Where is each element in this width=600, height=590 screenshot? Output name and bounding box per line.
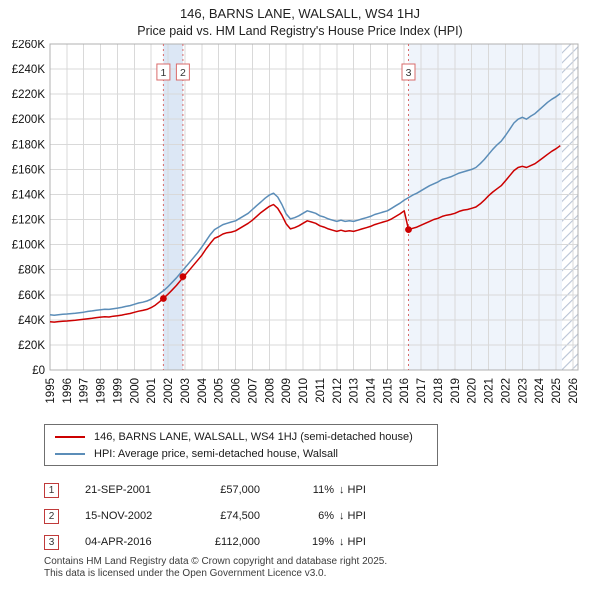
y-axis-tick-label: £180K: [12, 139, 46, 151]
price-paid-line: [49, 144, 561, 323]
legend-line-swatch: [55, 452, 85, 455]
x-axis-tick-label: 2001: [146, 378, 158, 404]
y-axis-tick-label: £160K: [12, 164, 46, 176]
sale-period-band: [163, 44, 183, 370]
hpi-line: [49, 92, 561, 316]
chart-legend: 146, BARNS LANE, WALSALL, WS4 1HJ (semi-…: [44, 424, 438, 466]
transaction-hpi-percent: 19%: [311, 536, 334, 548]
sale-label-number: 1: [160, 67, 166, 79]
transaction-row: 1 21-SEP-2001 £57,000 11% ↓ HPI: [44, 477, 556, 503]
x-axis-tick-label: 2021: [484, 378, 496, 404]
transaction-hpi-percent: 6%: [318, 510, 334, 522]
transaction-date: 04-APR-2016: [85, 536, 152, 548]
legend-item: 146, BARNS LANE, WALSALL, WS4 1HJ (semi-…: [45, 428, 437, 445]
transaction-date: 21-SEP-2001: [85, 484, 152, 496]
legend-label: HPI: Average price, semi-detached house,…: [94, 447, 338, 460]
sale-label-box: [156, 63, 171, 81]
transaction-row: 3 04-APR-2016 £112,000 19% ↓ HPI: [44, 529, 556, 555]
y-axis-tick-label: £200K: [12, 114, 46, 126]
transaction-price: £112,000: [214, 536, 260, 548]
x-axis-tick-label: 2007: [247, 378, 259, 404]
y-axis-tick-label: £100K: [12, 240, 46, 252]
transaction-hpi-direction: ↓ HPI: [339, 536, 366, 548]
x-axis-tick-label: 2026: [568, 378, 580, 404]
sale-label-box: [401, 63, 416, 81]
sale-label-number: 2: [180, 67, 186, 79]
x-axis-tick-label: 2014: [366, 377, 378, 403]
price-chart: £0 £20K £40K £60K £80K £100K £120K £140K £160K £1…: [12, 40, 580, 404]
x-axis-tick-label: 2000: [129, 378, 141, 404]
sale-point-1: [160, 295, 167, 302]
legend-item: HPI: Average price, semi-detached house,…: [45, 445, 437, 462]
x-axis-tick-label: 2006: [231, 378, 243, 404]
y-axis-tick-label: £240K: [12, 64, 46, 76]
transaction-number-badge: 2: [44, 508, 59, 524]
y-axis-tick-label: £40K: [18, 315, 45, 327]
sale-point-3: [405, 226, 412, 234]
page-title: 146, BARNS LANE, WALSALL, WS4 1HJ: [179, 6, 421, 21]
x-axis-tick-label: 1998: [96, 378, 108, 404]
y-axis-tick-label: £80K: [18, 265, 45, 277]
y-axis-tick-label: £260K: [12, 40, 46, 51]
x-axis-tick-label: 1996: [62, 378, 74, 404]
transaction-hpi-delta: 6% ↓ HPI: [308, 510, 366, 522]
x-axis-tick-label: 2002: [163, 378, 175, 404]
x-axis-tick-label: 2008: [264, 378, 276, 404]
sale-period-band: [408, 44, 562, 370]
transactions-table: 1 21-SEP-2001 £57,000 11% ↓ HPI 2 15-NOV-2002 £…: [44, 477, 556, 555]
x-axis-tick-label: 2015: [382, 378, 394, 404]
transaction-price: £74,500: [220, 510, 260, 522]
sale-point-2: [179, 273, 187, 280]
license-line1: Contains HM Land Registry data © Crown c…: [44, 556, 388, 567]
y-axis-tick-label: £120K: [12, 215, 46, 227]
page-subtitle: Price paid vs. HM Land Registry's House …: [137, 24, 463, 38]
x-axis-tick-label: 2017: [416, 378, 428, 404]
x-axis-tick-label: 2018: [433, 378, 445, 404]
y-axis-tick-label: £20K: [18, 340, 45, 352]
sale-label-number: 3: [406, 67, 412, 79]
license-line2: This data is licensed under the Open Gov…: [44, 567, 327, 579]
y-axis-tick-label: £220K: [12, 89, 46, 101]
x-axis-tick-label: 2009: [281, 378, 293, 404]
x-axis-tick-label: 1995: [45, 378, 57, 404]
x-axis-tick-label: 2016: [399, 378, 411, 404]
legend-line-swatch: [55, 435, 85, 438]
x-axis-tick-label: 2019: [450, 378, 462, 404]
y-axis-tick-label: £60K: [18, 290, 45, 302]
transaction-row: 2 15-NOV-2002 £74,500 6% ↓ HPI: [44, 503, 556, 529]
x-axis-tick-label: 2022: [501, 378, 513, 404]
x-axis-tick-label: 2004: [197, 377, 209, 403]
x-axis-tick-label: 2013: [349, 378, 361, 404]
transaction-hpi-delta: 19% ↓ HPI: [308, 536, 366, 548]
sale-label-box: [175, 63, 190, 81]
transaction-hpi-percent: 11%: [312, 484, 334, 496]
x-axis-tick-label: 2020: [467, 378, 479, 404]
future-hatch-region: [562, 44, 578, 370]
license-note: Contains HM Land Registry data © Crown c…: [44, 556, 387, 579]
legend-label: 146, BARNS LANE, WALSALL, WS4 1HJ (semi-…: [94, 430, 413, 443]
transaction-date: 15-NOV-2002: [85, 510, 153, 522]
x-axis-tick-label: 2003: [180, 378, 192, 404]
transaction-hpi-direction: ↓ HPI: [339, 484, 366, 496]
x-axis-tick-label: 1997: [79, 378, 91, 404]
y-axis-tick-label: £140K: [12, 190, 46, 202]
y-axis-tick-label: £0: [32, 365, 45, 377]
plot-border: [49, 43, 579, 371]
x-axis-tick-label: 2025: [551, 378, 563, 404]
transaction-price: £57,000: [220, 484, 260, 496]
x-axis-tick-label: 2010: [298, 378, 310, 404]
transaction-number-badge: 1: [44, 482, 59, 498]
transaction-hpi-direction: ↓ HPI: [339, 510, 366, 522]
x-axis-tick-label: 2023: [517, 378, 529, 404]
x-axis-tick-label: 2005: [214, 378, 226, 404]
x-axis-tick-label: 2011: [315, 378, 327, 403]
x-axis-tick-label: 2012: [332, 378, 344, 404]
transaction-number-badge: 3: [44, 534, 59, 550]
x-axis-tick-label: 1999: [113, 378, 125, 404]
transaction-hpi-delta: 11% ↓ HPI: [308, 484, 366, 496]
x-axis-tick-label: 2024: [534, 377, 546, 403]
